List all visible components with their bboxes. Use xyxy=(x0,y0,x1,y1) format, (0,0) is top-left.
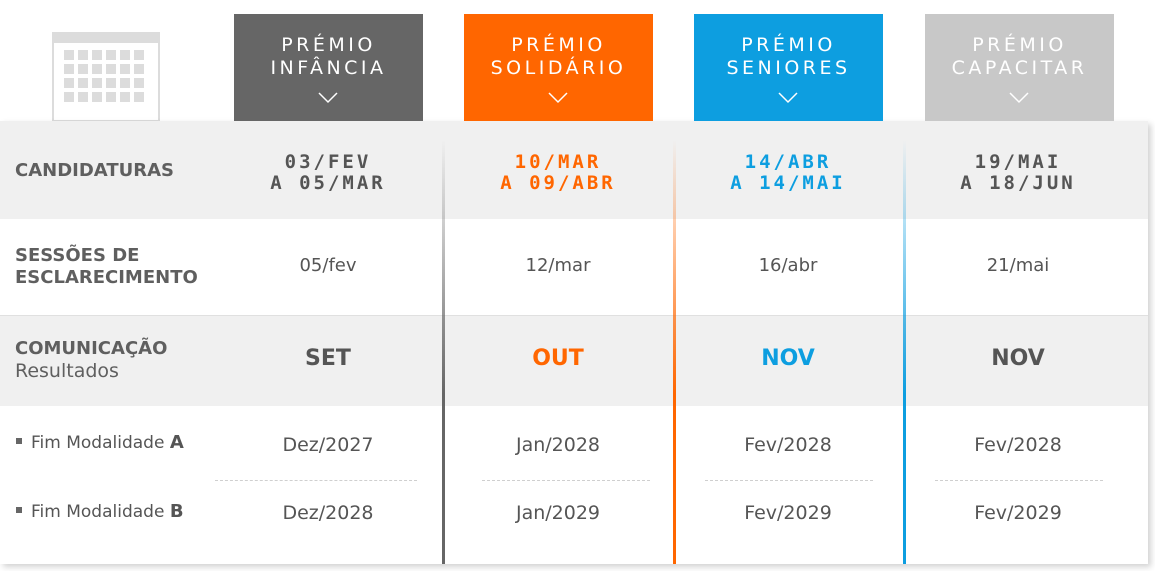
tab-solidario-line2: SOLIDÁRIO xyxy=(490,57,627,79)
comunicacao-capacitar: NOV xyxy=(991,346,1045,371)
modalidade-b-letter: B xyxy=(169,501,184,522)
row-label-candidaturas: CANDIDATURAS xyxy=(15,160,174,181)
comunicacao-solidario: OUT xyxy=(532,346,584,371)
tab-seniores-line2: SENIORES xyxy=(726,57,851,79)
divider-dashed xyxy=(215,480,417,481)
sessoes-seniores: 16/abr xyxy=(758,255,818,276)
candidaturas-capacitar-end: A 18/JUN xyxy=(960,172,1076,194)
candidaturas-solidario-end: A 09/ABR xyxy=(500,172,616,194)
chevron-down-icon xyxy=(318,92,338,104)
comunicacao-infancia: SET xyxy=(305,346,351,371)
modalidade-b-infancia: Dez/2028 xyxy=(282,502,374,524)
row-modalidade-b: Fim Modalidade B Dez/2028 Jan/2029 Fev/2… xyxy=(0,481,1148,551)
modalidade-b-seniores: Fev/2029 xyxy=(744,502,832,524)
chevron-down-icon xyxy=(548,92,568,104)
square-bullet-icon xyxy=(16,438,22,444)
candidaturas-infancia: 03/FEV A 05/MAR xyxy=(213,152,443,194)
modalidade-a-letter: A xyxy=(169,432,184,453)
row-sessoes: SESSÕES DE ESCLARECIMENTO 05/fev 12/mar … xyxy=(0,219,1148,316)
modalidade-a-prefix: Fim Modalidade xyxy=(31,433,165,453)
candidaturas-capacitar-start: 19/MAI xyxy=(974,151,1062,173)
row-label-comunicacao-title: COMUNICAÇÃO xyxy=(15,338,168,359)
candidaturas-seniores-end: A 14/MAI xyxy=(730,172,846,194)
divider-dashed xyxy=(705,480,873,481)
tab-infancia-line2: INFÂNCIA xyxy=(270,57,387,79)
tab-seniores-line1: PRÉMIO xyxy=(741,34,836,56)
candidaturas-infancia-end: A 05/MAR xyxy=(270,172,386,194)
modalidade-b-prefix: Fim Modalidade xyxy=(31,502,165,522)
sessoes-capacitar: 21/mai xyxy=(986,255,1050,276)
candidaturas-seniores: 14/ABR A 14/MAI xyxy=(673,152,903,194)
square-bullet-icon xyxy=(16,507,22,513)
modalidade-a-infancia: Dez/2027 xyxy=(282,434,374,456)
tab-premio-solidario[interactable]: PRÉMIO SOLIDÁRIO xyxy=(464,14,653,121)
modalidade-a-seniores: Fev/2028 xyxy=(744,434,832,456)
chevron-down-icon xyxy=(1009,92,1029,104)
row-label-sessoes: SESSÕES DE ESCLARECIMENTO xyxy=(15,245,198,289)
modalidade-a-solidario: Jan/2028 xyxy=(515,434,601,456)
row-modalidade-a: Fim Modalidade A Dez/2027 Jan/2028 Fev/2… xyxy=(0,406,1148,476)
row-label-modalidade-a: Fim Modalidade A xyxy=(16,432,184,453)
candidaturas-capacitar: 19/MAI A 18/JUN xyxy=(903,152,1133,194)
row-label-comunicacao: COMUNICAÇÃO Resultados xyxy=(15,338,167,382)
modalidade-b-capacitar: Fev/2029 xyxy=(974,502,1062,524)
row-label-modalidade-b: Fim Modalidade B xyxy=(16,501,184,522)
tab-capacitar-line1: PRÉMIO xyxy=(972,34,1067,56)
chevron-down-icon xyxy=(778,92,798,104)
comunicacao-seniores: NOV xyxy=(761,346,815,371)
row-label-comunicacao-sub: Resultados xyxy=(15,360,119,382)
candidaturas-infancia-start: 03/FEV xyxy=(284,151,372,173)
candidaturas-solidario-start: 10/MAR xyxy=(514,151,602,173)
divider-dashed xyxy=(482,480,650,481)
tab-premio-seniores[interactable]: PRÉMIO SENIORES xyxy=(694,14,883,121)
tab-premio-infancia[interactable]: PRÉMIO INFÂNCIA xyxy=(234,14,423,121)
schedule-table: CANDIDATURAS 03/FEV A 05/MAR 10/MAR A 09… xyxy=(0,121,1148,564)
modalidade-b-solidario: Jan/2029 xyxy=(515,502,601,524)
sessoes-infancia: 05/fev xyxy=(299,255,357,276)
column-divider-solidario xyxy=(673,140,676,564)
tab-premio-capacitar[interactable]: PRÉMIO CAPACITAR xyxy=(925,14,1114,121)
column-divider-infancia xyxy=(442,140,445,564)
candidaturas-seniores-start: 14/ABR xyxy=(744,151,832,173)
row-label-sessoes-line1: SESSÕES DE xyxy=(15,245,140,266)
column-divider-seniores xyxy=(903,140,906,564)
sessoes-solidario: 12/mar xyxy=(525,255,591,276)
divider-dashed xyxy=(935,480,1103,481)
prize-tabs: PRÉMIO INFÂNCIA PRÉMIO SOLIDÁRIO PRÉMIO … xyxy=(0,0,1155,122)
tab-infancia-line1: PRÉMIO xyxy=(281,34,376,56)
modalidade-a-capacitar: Fev/2028 xyxy=(974,434,1062,456)
row-label-sessoes-line2: ESCLARECIMENTO xyxy=(15,267,198,288)
candidaturas-solidario: 10/MAR A 09/ABR xyxy=(443,152,673,194)
tab-capacitar-line2: CAPACITAR xyxy=(951,57,1088,79)
tab-solidario-line1: PRÉMIO xyxy=(511,34,606,56)
row-comunicacao: COMUNICAÇÃO Resultados SET OUT NOV NOV xyxy=(0,316,1148,406)
row-candidaturas: CANDIDATURAS 03/FEV A 05/MAR 10/MAR A 09… xyxy=(0,121,1148,219)
